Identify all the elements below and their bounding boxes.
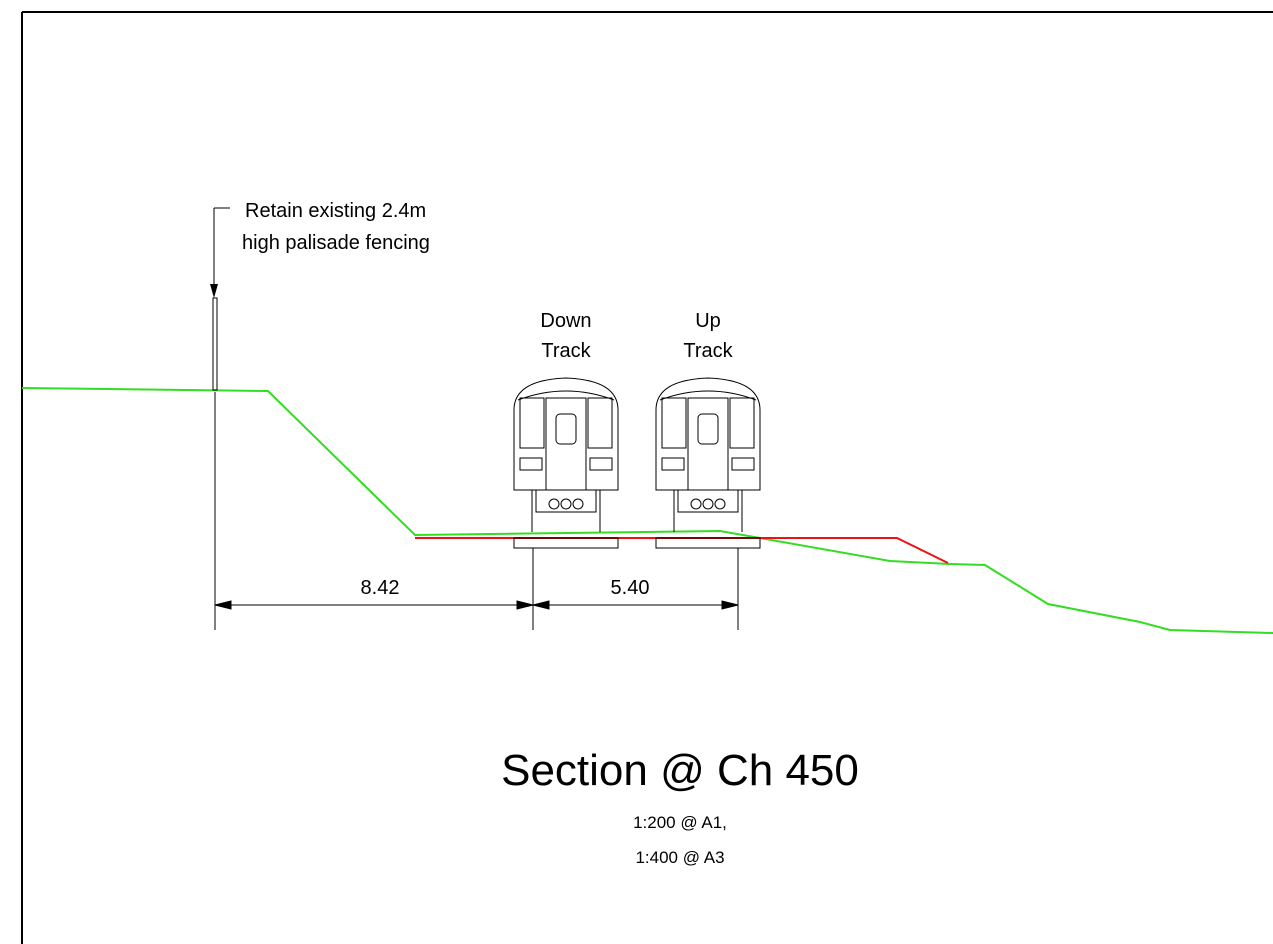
train-window bbox=[555, 413, 577, 445]
train-windscreen bbox=[729, 397, 755, 449]
train-coupler bbox=[535, 489, 597, 513]
train bbox=[513, 377, 619, 549]
train-coupler bbox=[677, 489, 739, 513]
section-title: Section @ Ch 450 bbox=[501, 746, 859, 795]
dimension-label: 5.40 bbox=[611, 577, 650, 599]
proposed-formation bbox=[415, 537, 949, 564]
train-buffer bbox=[690, 498, 702, 510]
train-lamps bbox=[519, 457, 543, 471]
train-lamps bbox=[661, 457, 685, 471]
existing-ground bbox=[21, 387, 1273, 634]
sleeper bbox=[655, 537, 761, 549]
track-label: Down bbox=[540, 310, 591, 332]
fence bbox=[210, 207, 230, 391]
train-window bbox=[697, 413, 719, 445]
track-label: Track bbox=[541, 340, 591, 362]
train bbox=[655, 377, 761, 549]
track-label: Up bbox=[695, 310, 721, 332]
dimensions bbox=[214, 392, 739, 630]
train-windscreen bbox=[587, 397, 613, 449]
frame bbox=[21, 11, 1273, 944]
train-buffer bbox=[702, 498, 714, 510]
annotation-line: high palisade fencing bbox=[242, 232, 430, 254]
train-buffer bbox=[572, 498, 584, 510]
track-label: Track bbox=[683, 340, 733, 362]
train-windscreen bbox=[519, 397, 545, 449]
train-lamps bbox=[731, 457, 755, 471]
annotation-line: Retain existing 2.4m bbox=[245, 200, 426, 222]
sleeper bbox=[513, 537, 619, 549]
scale-line: 1:200 @ A1, bbox=[633, 813, 727, 832]
train-body bbox=[655, 377, 761, 491]
dimension-label: 8.42 bbox=[361, 577, 400, 599]
train-windscreen bbox=[661, 397, 687, 449]
train-body bbox=[513, 377, 619, 491]
train-roof bbox=[659, 390, 757, 401]
train-buffer bbox=[714, 498, 726, 510]
train-roof bbox=[517, 390, 615, 401]
scale-line: 1:400 @ A3 bbox=[635, 848, 724, 867]
train-lamps bbox=[589, 457, 613, 471]
train-buffer bbox=[548, 498, 560, 510]
train-buffer bbox=[560, 498, 572, 510]
